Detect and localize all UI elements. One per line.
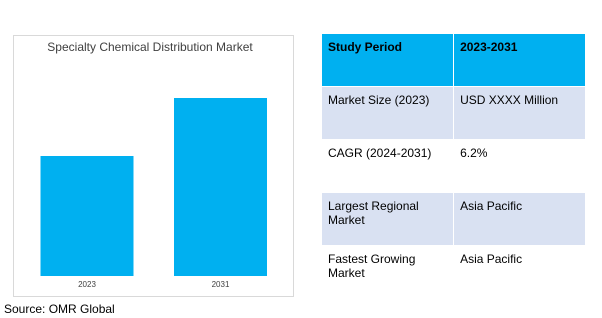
table-cell: 2023-2031	[453, 33, 586, 87]
table-cell: Fastest Growing Market	[320, 245, 455, 299]
info-table: Study Period 2023-2031 Market Size (2023) U…	[320, 33, 586, 299]
x-tick-label: 2031	[212, 280, 230, 289]
table-row: Fastest Growing Market Asia Pacific	[320, 245, 586, 299]
source-note: Source: OMR Global	[4, 302, 115, 316]
table-row: CAGR (2024-2031) 6.2%	[320, 139, 586, 193]
table-cell: USD XXXX Million	[453, 86, 586, 140]
table-cell: 6.2%	[453, 139, 586, 193]
table-cell: Market Size (2023)	[320, 86, 455, 140]
table-cell: Asia Pacific	[453, 245, 586, 299]
table-cell: Study Period	[320, 33, 455, 87]
table-row: Study Period 2023-2031	[320, 33, 586, 87]
table-row: Market Size (2023) USD XXXX Million	[320, 86, 586, 140]
x-tick-label: 2023	[78, 280, 96, 289]
chart-title: Specialty Chemical Distribution Market	[47, 40, 253, 54]
table-cell: CAGR (2024-2031)	[320, 139, 455, 193]
table-cell: Largest Regional Market	[320, 192, 455, 246]
bar	[174, 98, 267, 276]
table-row: Largest Regional Market Asia Pacific	[320, 192, 586, 246]
chart: Specialty Chemical Distribution Market 2…	[13, 35, 294, 297]
table-cell: Asia Pacific	[453, 192, 586, 246]
bar	[40, 156, 134, 276]
